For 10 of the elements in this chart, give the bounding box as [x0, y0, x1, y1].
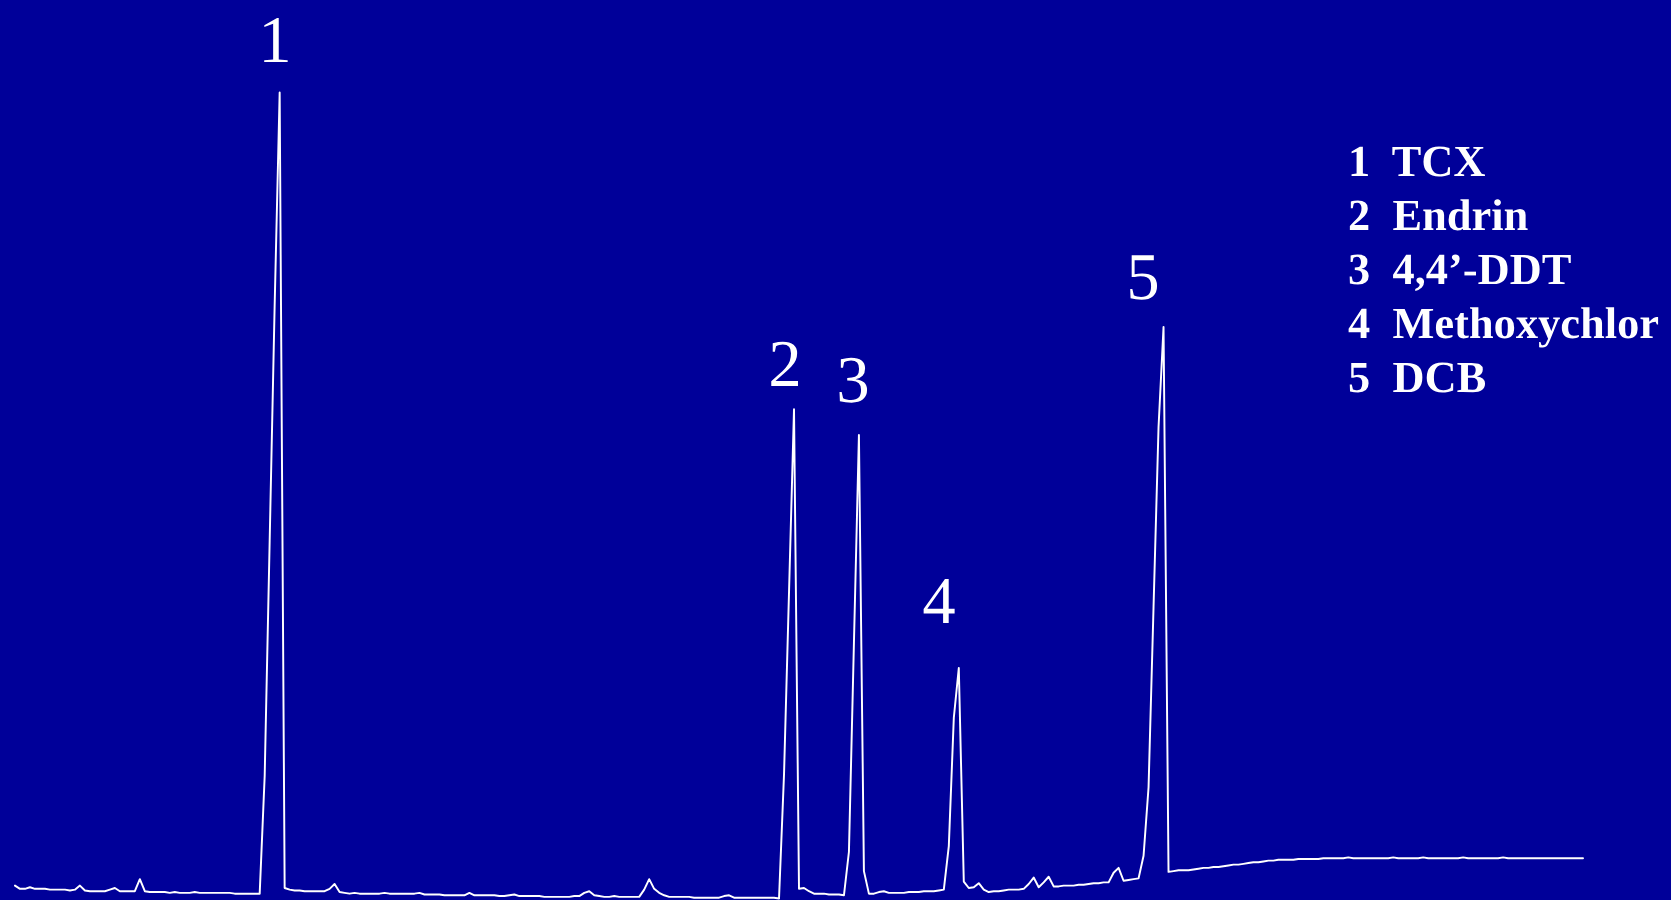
annotation: 3 4,4’-DDT [1349, 254, 1571, 291]
annotation: 2 Endrin [1349, 199, 1528, 231]
annotation: 3 [839, 357, 868, 403]
annotation: 4 Methoxychlor [1348, 307, 1659, 348]
annotation: 5 DCB [1349, 362, 1486, 393]
annotation: 4 [923, 579, 955, 623]
annotation: 1 TCX [1351, 146, 1485, 177]
annotation: 2 [771, 341, 798, 386]
annotation: 5 [1130, 255, 1158, 300]
text: 1 [264, 17, 288, 62]
